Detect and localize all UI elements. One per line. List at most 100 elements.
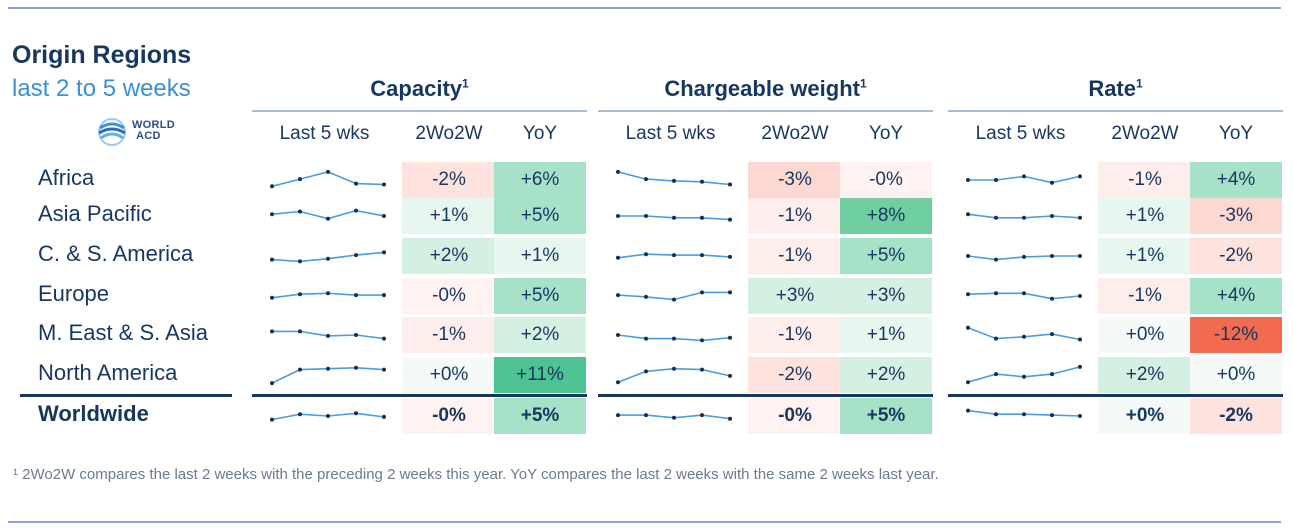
cell-yoy: +4%: [1190, 278, 1282, 314]
sparkline-point: [994, 412, 998, 417]
cell-yoy: +1%: [840, 317, 932, 353]
sparkline-point: [270, 184, 274, 189]
sparkline-point: [672, 366, 676, 371]
cell-2wo2w: -1%: [1098, 162, 1192, 198]
cell-2wo2w: -2%: [402, 162, 496, 198]
sparkline-point: [728, 416, 732, 421]
region-label: Worldwide: [38, 401, 149, 426]
sparkline-point: [1078, 294, 1082, 298]
sparkline-point: [966, 380, 970, 385]
sparkline-point: [326, 366, 330, 371]
sparkline-line: [617, 367, 731, 383]
cell-yoy: +5%: [494, 278, 586, 314]
sparkline-point: [616, 333, 620, 337]
sparkline-point: [1050, 214, 1054, 218]
bottom-rule: [8, 521, 1281, 523]
cell-yoy: +0%: [1190, 357, 1282, 393]
group-header-2: Rate1: [948, 76, 1283, 102]
sparkline-point: [644, 214, 648, 218]
sparkline-point: [1050, 332, 1054, 337]
cell-2wo2w: +0%: [1098, 317, 1192, 353]
sparkline-point: [298, 367, 302, 372]
sparkline-point: [966, 212, 970, 217]
footnote-marker: 1: [462, 76, 469, 91]
sparkline-point: [354, 293, 358, 298]
top-rule: [8, 7, 1281, 9]
sparkline-point: [700, 179, 704, 184]
sparkline-point: [382, 214, 386, 218]
sparkline-point: [1022, 374, 1026, 379]
cell-yoy: -2%: [1190, 398, 1282, 434]
region-label: North America: [38, 360, 178, 385]
sparkline: [270, 411, 386, 422]
region-label: Africa: [38, 165, 95, 190]
cell-yoy: +11%: [494, 357, 586, 393]
cell-yoy: +3%: [840, 278, 932, 314]
cell-yoy: +8%: [840, 198, 932, 234]
cell-yoy: +1%: [494, 238, 586, 274]
cell-2wo2w: -1%: [748, 198, 842, 234]
sparkline: [966, 212, 1082, 220]
sparkline-point: [326, 414, 330, 418]
region-label: M. East & S. Asia: [38, 320, 208, 345]
globe-icon: [98, 118, 126, 146]
group-header-1: Chargeable weight1: [598, 76, 933, 102]
sparkline-point: [1022, 174, 1026, 179]
sparkline-point: [616, 169, 620, 174]
sparkline-point: [966, 292, 970, 297]
column-header: 2Wo2W: [761, 123, 829, 144]
cell-2wo2w: +0%: [1098, 398, 1192, 434]
sparkline-point: [354, 411, 358, 416]
cell-2wo2w: +2%: [1098, 357, 1192, 393]
cell-yoy: +5%: [494, 198, 586, 234]
cell-yoy: -3%: [1190, 198, 1282, 234]
column-header: Last 5 wks: [975, 123, 1066, 144]
cell-2wo2w: +2%: [402, 238, 496, 274]
sparkline-point: [1050, 254, 1054, 258]
sparkline: [270, 291, 386, 300]
worldwide-separator: [598, 394, 933, 397]
sparkline-point: [1050, 372, 1054, 377]
sparkline-point: [672, 178, 676, 183]
sparkline-point: [672, 415, 676, 420]
sparkline: [616, 413, 732, 421]
sparkline: [270, 329, 386, 341]
world-acd-logo: WORLD ACD: [96, 116, 206, 148]
sparkline-point: [1078, 254, 1082, 258]
sparkline: [616, 169, 732, 187]
sparkline-point: [270, 329, 274, 334]
sparkline-point: [728, 217, 732, 222]
sparkline-point: [644, 413, 648, 418]
region-label: Europe: [38, 281, 109, 306]
sparkline-point: [1078, 174, 1082, 179]
sparkline: [616, 252, 732, 260]
group-header-label: Capacity: [370, 76, 463, 101]
sparkline-point: [326, 216, 330, 221]
sparkline-point: [966, 178, 970, 182]
cell-2wo2w: -2%: [748, 357, 842, 393]
column-header: YoY: [522, 123, 558, 144]
column-header: 2Wo2W: [1111, 123, 1179, 144]
logo-line1: WORLD: [132, 119, 176, 131]
cell-2wo2w: -1%: [1098, 278, 1192, 314]
sparkline-line: [967, 366, 1081, 383]
cell-yoy: -12%: [1190, 317, 1282, 353]
sparkline-point: [298, 292, 302, 297]
sparkline-point: [1078, 337, 1082, 342]
logo-text: WORLD ACD: [132, 120, 175, 142]
cell-2wo2w: +0%: [402, 357, 496, 393]
footnote-marker: 1: [859, 76, 867, 91]
sparkline-point: [1078, 364, 1082, 369]
footnote: ¹ 2Wo2W compares the last 2 weeks with t…: [13, 466, 939, 483]
sparkline: [270, 365, 386, 386]
cell-2wo2w: -1%: [748, 317, 842, 353]
cell-yoy: +5%: [840, 398, 932, 434]
sparkline-point: [1050, 296, 1054, 301]
sparkline-point: [644, 369, 648, 374]
cell-2wo2w: -1%: [402, 317, 496, 353]
sparkline-point: [700, 290, 704, 295]
sparkline-point: [382, 293, 386, 298]
worldwide-separator: [252, 394, 587, 397]
sparkline: [270, 250, 386, 264]
sparkline-point: [616, 293, 620, 298]
